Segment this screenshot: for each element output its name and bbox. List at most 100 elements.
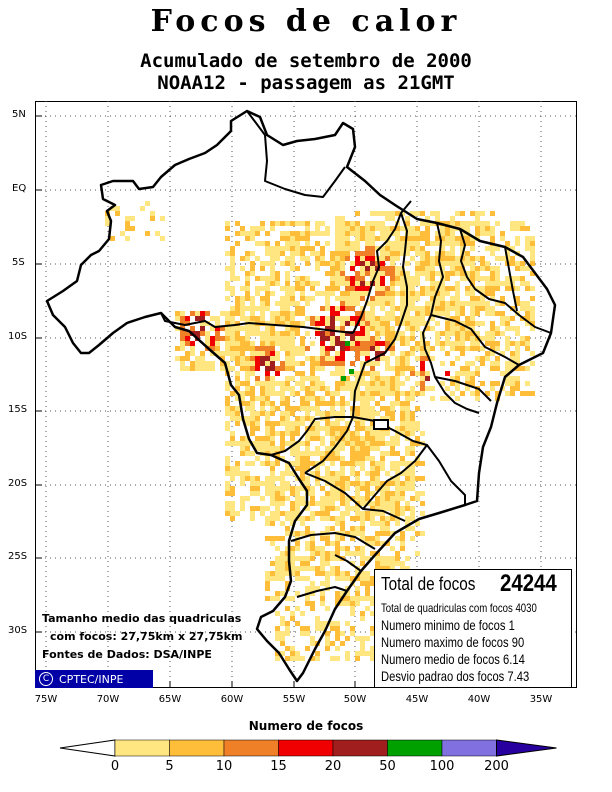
fire-cell xyxy=(310,436,315,441)
fire-cell xyxy=(335,631,340,636)
fire-cell xyxy=(295,431,300,436)
fire-cell xyxy=(415,346,420,351)
fire-cell xyxy=(345,331,350,336)
fire-cell xyxy=(370,251,375,256)
fire-cell xyxy=(335,241,340,246)
legend-arrow-low xyxy=(59,739,116,757)
fire-cell xyxy=(265,396,270,401)
fire-cell xyxy=(370,656,375,661)
fire-cell xyxy=(260,296,265,301)
fire-cell xyxy=(515,341,520,346)
fire-cell xyxy=(335,286,340,291)
fire-cell xyxy=(175,356,180,361)
fire-cell xyxy=(515,221,520,226)
fire-cell xyxy=(340,256,345,261)
fire-cell xyxy=(265,281,270,286)
fire-cell xyxy=(235,386,240,391)
fire-cell xyxy=(340,601,345,606)
fire-cell xyxy=(235,421,240,426)
fire-cell xyxy=(255,476,260,481)
fire-cell xyxy=(385,491,390,496)
fire-cell xyxy=(295,651,300,656)
fire-cell xyxy=(290,646,295,651)
fire-cell xyxy=(415,236,420,241)
fire-cell xyxy=(490,321,495,326)
fire-cell xyxy=(355,496,360,501)
fire-cell xyxy=(465,326,470,331)
fire-cell xyxy=(330,326,335,331)
total-focos-value: 24244 xyxy=(500,570,557,597)
fire-cell xyxy=(375,496,380,501)
fire-cell xyxy=(510,276,515,281)
fire-cell xyxy=(305,481,310,486)
fire-cell xyxy=(275,476,280,481)
fire-cell xyxy=(405,396,410,401)
fire-cell xyxy=(280,236,285,241)
fire-cell xyxy=(265,351,270,356)
fire-cell xyxy=(350,396,355,401)
fire-cell xyxy=(420,256,425,261)
fire-cell xyxy=(475,266,480,271)
fire-cell xyxy=(475,331,480,336)
fire-cell xyxy=(365,331,370,336)
fire-cell xyxy=(385,486,390,491)
fire-cell xyxy=(250,326,255,331)
fire-cell xyxy=(525,236,530,241)
fire-cell xyxy=(440,301,445,306)
fire-cell xyxy=(230,391,235,396)
fire-cell xyxy=(330,656,335,661)
fire-cell xyxy=(320,256,325,261)
fire-cell xyxy=(500,301,505,306)
fire-cell xyxy=(260,446,265,451)
fire-cell xyxy=(390,316,395,321)
legend-tick-label: 10 xyxy=(216,759,233,774)
fire-cell xyxy=(130,226,135,231)
fire-cell xyxy=(345,506,350,511)
fire-cell xyxy=(440,331,445,336)
fire-cell xyxy=(285,361,290,366)
fire-cell xyxy=(425,326,430,331)
fire-cell xyxy=(365,231,370,236)
fire-cell xyxy=(185,336,190,341)
fire-cell xyxy=(365,371,370,376)
fire-cell xyxy=(335,276,340,281)
fire-cell xyxy=(375,286,380,291)
fire-cell xyxy=(465,316,470,321)
fire-cell xyxy=(265,516,270,521)
fire-cell xyxy=(350,516,355,521)
fire-cell xyxy=(390,561,395,566)
fire-cell xyxy=(265,446,270,451)
fire-cell xyxy=(445,331,450,336)
fire-cell xyxy=(375,386,380,391)
fire-cell xyxy=(445,221,450,226)
fire-cell xyxy=(220,366,225,371)
fire-cell xyxy=(300,416,305,421)
fire-cell xyxy=(400,506,405,511)
fire-cell xyxy=(510,246,515,251)
fire-cell xyxy=(280,286,285,291)
fire-cell xyxy=(325,226,330,231)
fire-cell xyxy=(375,341,380,346)
fire-cell xyxy=(460,391,465,396)
fire-cell xyxy=(285,246,290,251)
fire-cell xyxy=(345,531,350,536)
fire-cell xyxy=(455,261,460,266)
fire-cell xyxy=(495,301,500,306)
fire-cell xyxy=(525,321,530,326)
fire-cell xyxy=(420,356,425,361)
total-focos-label: Total de focos xyxy=(381,574,476,594)
fire-cell xyxy=(190,326,195,331)
fire-cell xyxy=(330,571,335,576)
fire-cell xyxy=(355,426,360,431)
fire-cell xyxy=(295,241,300,246)
fire-cell xyxy=(335,266,340,271)
fire-cell xyxy=(255,256,260,261)
fire-cell xyxy=(300,381,305,386)
fire-cell xyxy=(345,231,350,236)
fire-cell xyxy=(360,336,365,341)
fire-cell xyxy=(410,446,415,451)
fire-cell xyxy=(405,416,410,421)
fire-cell xyxy=(300,281,305,286)
fire-cell xyxy=(280,641,285,646)
fire-cell xyxy=(380,296,385,301)
